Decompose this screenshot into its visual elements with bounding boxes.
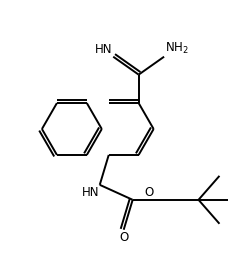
Text: HN: HN — [82, 186, 99, 199]
Text: O: O — [119, 231, 128, 244]
Text: HN: HN — [94, 43, 112, 56]
Text: O: O — [144, 186, 154, 199]
Text: NH$_2$: NH$_2$ — [165, 41, 189, 56]
